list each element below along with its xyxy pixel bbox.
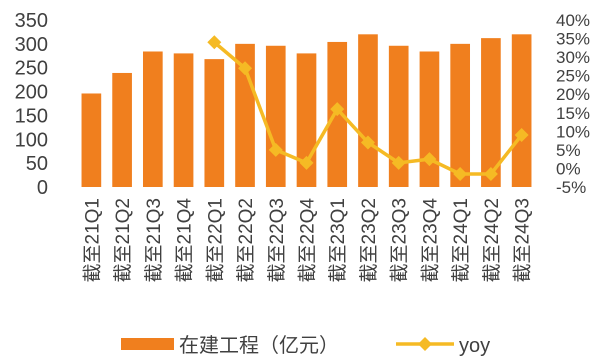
bar-截至21Q2: [112, 72, 132, 187]
right-tick-label: -5%: [556, 178, 586, 197]
legend-bar-swatch: [121, 338, 174, 350]
left-tick-label: 100: [15, 129, 48, 151]
right-tick-label: 40%: [556, 11, 590, 30]
yoy-point-截至22Q3: [268, 142, 283, 157]
left-tick-label: 50: [26, 153, 48, 175]
yoy-point-截至23Q3: [391, 155, 406, 170]
bar-截至22Q1: [204, 59, 225, 187]
x-tick-label: 截至21Q4: [174, 198, 196, 283]
yoy-point-截至24Q2: [483, 167, 498, 182]
x-tick-label: 截至21Q1: [81, 198, 103, 282]
x-tick-label: 截至21Q3: [143, 198, 165, 282]
yoy-point-截至24Q3: [514, 128, 529, 143]
yoy-point-截至22Q1: [207, 35, 222, 50]
x-tick-label: 截至24Q1: [450, 198, 472, 282]
x-tick-label: 截至24Q3: [512, 198, 534, 282]
yoy-line-group: [207, 35, 529, 182]
bar-截至21Q4: [173, 53, 194, 188]
right-tick-label: 5%: [556, 141, 581, 160]
left-tick-label: 350: [15, 10, 48, 32]
x-axis-ticks: 截至21Q1 截至21Q2 截至21Q3 截至21Q4 截至22Q1 截至22Q2 截至22…: [81, 198, 533, 283]
yoy-point-截至23Q4: [422, 152, 437, 167]
x-tick-label: 截至23Q1: [327, 198, 349, 282]
yoy-point-截至22Q4: [299, 155, 314, 170]
x-tick-label: 截至22Q3: [266, 198, 288, 282]
x-tick-label: 截至22Q2: [235, 198, 257, 282]
x-tick-label: 截至23Q2: [358, 198, 380, 282]
bar-截至23Q4: [419, 51, 440, 188]
bar-截至24Q2: [481, 38, 501, 188]
legend: 在建工程（亿元） yoy: [121, 334, 490, 357]
legend-line-marker: [418, 337, 432, 351]
bar-截至24Q3: [511, 34, 532, 187]
left-tick-label: 0: [37, 177, 48, 199]
bar-截至22Q3: [265, 45, 286, 187]
x-tick-label: 截至21Q2: [112, 198, 134, 282]
legend-bar-label: 在建工程（亿元）: [179, 334, 339, 357]
right-tick-label: 35%: [556, 30, 590, 49]
x-tick-label: 截至22Q4: [297, 198, 319, 283]
right-tick-label: 20%: [556, 85, 590, 104]
right-tick-label: 0%: [556, 159, 581, 178]
right-tick-label: 15%: [556, 104, 590, 123]
bar-截至23Q2: [358, 34, 378, 187]
bar-截至24Q1: [450, 43, 471, 187]
left-tick-label: 200: [15, 82, 48, 104]
legend-line-label: yoy: [459, 335, 490, 357]
right-tick-label: 30%: [556, 48, 590, 67]
left-tick-label: 250: [15, 58, 48, 80]
bar-截至21Q1: [81, 93, 102, 187]
bar-截至23Q3: [388, 45, 409, 187]
yoy-point-截至23Q1: [330, 102, 345, 117]
x-tick-label: 截至24Q2: [481, 198, 503, 282]
yoy-point-截至23Q2: [360, 135, 375, 150]
x-tick-label: 截至23Q4: [419, 198, 441, 283]
left-tick-label: 150: [15, 105, 48, 127]
x-tick-label: 截至22Q1: [204, 198, 226, 282]
right-tick-label: 25%: [556, 67, 590, 86]
bar-截至21Q3: [142, 51, 163, 188]
yoy-point-截至24Q1: [453, 167, 468, 182]
left-tick-label: 300: [15, 34, 48, 56]
x-tick-label: 截至23Q3: [389, 198, 411, 282]
right-tick-label: 10%: [556, 122, 590, 141]
right-axis-ticks: -5%0%5%10%15%20%25%30%35%40%: [556, 11, 590, 197]
yoy-point-截至22Q2: [238, 61, 253, 76]
